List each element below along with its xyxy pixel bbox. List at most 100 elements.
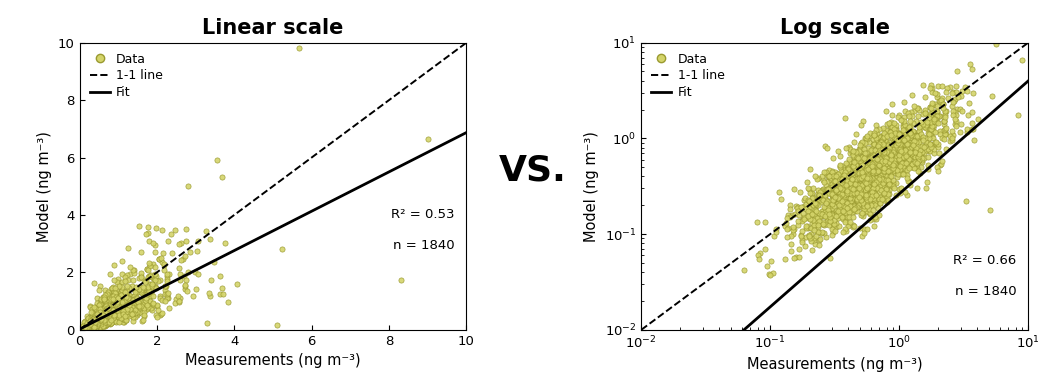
Point bbox=[803, 247, 820, 253]
Point bbox=[917, 107, 934, 113]
Point bbox=[87, 323, 104, 329]
Point bbox=[902, 129, 919, 135]
Point bbox=[86, 321, 103, 327]
Point bbox=[190, 237, 207, 244]
Point bbox=[92, 308, 109, 314]
Point bbox=[84, 316, 101, 322]
Point bbox=[113, 279, 130, 285]
Point bbox=[117, 291, 134, 298]
Point bbox=[88, 321, 105, 327]
Point bbox=[876, 168, 893, 174]
Point bbox=[880, 181, 897, 187]
Point bbox=[905, 156, 922, 162]
Point bbox=[124, 308, 141, 314]
Point bbox=[865, 167, 882, 173]
Point bbox=[101, 297, 118, 303]
Point bbox=[862, 179, 879, 185]
Point bbox=[914, 143, 931, 149]
Point bbox=[99, 320, 116, 327]
Point bbox=[909, 113, 926, 119]
Point bbox=[881, 153, 898, 159]
Point bbox=[94, 311, 111, 317]
Point bbox=[871, 175, 888, 181]
Point bbox=[814, 229, 831, 235]
Point bbox=[111, 281, 128, 287]
Point bbox=[874, 160, 891, 166]
Point bbox=[877, 168, 894, 174]
Point bbox=[96, 314, 113, 320]
Point bbox=[850, 201, 867, 208]
Point bbox=[836, 185, 853, 192]
Point bbox=[94, 319, 111, 325]
Point bbox=[867, 200, 884, 206]
Point bbox=[860, 173, 877, 179]
Point bbox=[813, 198, 830, 204]
Point bbox=[829, 171, 846, 177]
Point bbox=[107, 306, 124, 312]
Point bbox=[867, 177, 884, 184]
Text: n = 1840: n = 1840 bbox=[393, 239, 455, 252]
Point bbox=[750, 256, 767, 262]
Point bbox=[918, 123, 935, 130]
Point bbox=[125, 303, 142, 309]
Point bbox=[911, 151, 928, 158]
Point bbox=[94, 317, 111, 323]
Point bbox=[948, 83, 965, 89]
Point bbox=[95, 320, 112, 327]
Point bbox=[886, 125, 903, 132]
Point bbox=[841, 177, 858, 183]
Point bbox=[86, 320, 103, 327]
Point bbox=[846, 189, 863, 195]
Point bbox=[926, 101, 943, 107]
Point bbox=[869, 160, 886, 166]
Point bbox=[114, 319, 131, 325]
Point bbox=[109, 296, 126, 303]
Point bbox=[91, 317, 108, 324]
Point bbox=[866, 165, 883, 171]
Point bbox=[844, 178, 861, 184]
Point bbox=[92, 317, 109, 323]
Point bbox=[813, 197, 830, 203]
Point bbox=[934, 105, 951, 111]
Point bbox=[869, 145, 886, 151]
Point bbox=[799, 204, 816, 210]
Point bbox=[77, 325, 94, 331]
Point bbox=[869, 166, 886, 172]
Point bbox=[126, 307, 143, 314]
Point bbox=[863, 171, 880, 177]
Point bbox=[109, 294, 126, 301]
Point bbox=[898, 147, 915, 153]
Point bbox=[101, 305, 118, 312]
Point bbox=[75, 326, 92, 332]
Point bbox=[835, 172, 852, 178]
Point bbox=[876, 165, 893, 171]
Point bbox=[795, 210, 812, 216]
Point bbox=[91, 315, 108, 321]
Point bbox=[116, 301, 132, 308]
Point bbox=[92, 319, 109, 325]
Point bbox=[107, 290, 124, 296]
Point bbox=[80, 320, 96, 327]
Point bbox=[840, 175, 856, 182]
Point bbox=[90, 319, 107, 325]
Point bbox=[953, 94, 970, 100]
Point bbox=[103, 316, 120, 322]
Point bbox=[858, 199, 874, 205]
Point bbox=[870, 149, 887, 155]
Point bbox=[86, 324, 103, 330]
Point bbox=[114, 309, 131, 315]
Point bbox=[93, 317, 110, 323]
Point bbox=[836, 197, 853, 203]
Point bbox=[94, 316, 111, 322]
Point bbox=[865, 151, 882, 157]
Point bbox=[916, 135, 933, 141]
Point bbox=[85, 320, 102, 327]
Point bbox=[837, 145, 854, 151]
Point bbox=[903, 137, 920, 143]
Point bbox=[870, 145, 887, 151]
Point bbox=[94, 317, 111, 324]
Point bbox=[108, 314, 125, 320]
Point bbox=[798, 178, 815, 185]
Point bbox=[108, 294, 125, 300]
Point bbox=[91, 315, 108, 321]
